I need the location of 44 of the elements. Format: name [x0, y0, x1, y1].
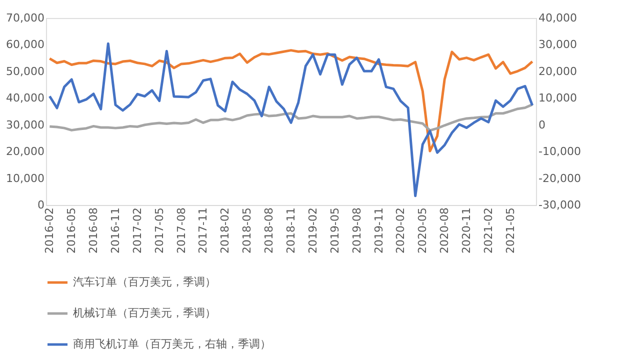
line-series [48, 49, 534, 152]
x-tick-label: 2019-08 [350, 208, 364, 254]
y2-tick-label: 0 [538, 118, 546, 132]
legend-label: 商用飞机订单（百万美元，右轴，季调） [73, 338, 271, 350]
y-tick-label: 0 [38, 198, 44, 212]
y2-tick-label: -20,000 [538, 172, 581, 185]
x-tick-label: 2016-02 [43, 208, 56, 254]
legend-label: 机械订单（百万美元，季调） [73, 306, 216, 320]
y-tick-label: 50,000 [6, 64, 44, 78]
x-tick-label: 2019-02 [306, 208, 320, 254]
y2-tick-label: 20,000 [538, 64, 577, 78]
x-tick-label: 2021-05 [504, 208, 517, 254]
y2-tick-label: -30,000 [538, 198, 581, 212]
x-tick-label: 2020-08 [438, 208, 452, 254]
x-tick-label: 2020-02 [394, 208, 408, 254]
y2-tick-label: 30,000 [538, 38, 577, 52]
y-tick-label: 10,000 [6, 172, 44, 185]
x-tick-label: 2018-08 [262, 208, 276, 254]
y2-tick-label: -10,000 [538, 145, 581, 158]
x-tick-label: 2016-08 [87, 208, 100, 254]
x-tick-label: 2016-05 [65, 208, 78, 254]
x-tick-label: 2017-05 [152, 208, 166, 254]
y2-tick-label: 10,000 [538, 92, 577, 105]
y-tick-label: 30,000 [6, 118, 44, 132]
x-tick-label: 2017-02 [130, 208, 144, 254]
x-tick-label: 2018-05 [240, 208, 254, 254]
legend-label: 汽车订单（百万美元，季调） [73, 276, 216, 288]
y2-tick-label: 40,000 [538, 12, 577, 24]
line-series [48, 42, 534, 198]
x-tick-label: 2020-11 [460, 208, 474, 254]
x-tick-label: 2019-05 [328, 208, 342, 254]
x-tick-label: 2019-11 [372, 208, 386, 254]
x-tick-label: 2018-02 [218, 208, 232, 254]
x-tick-label: 2021-02 [482, 208, 495, 254]
line-series [48, 103, 534, 132]
x-tick-label: 2018-11 [284, 208, 298, 254]
y-tick-label: 70,000 [6, 12, 44, 24]
x-tick-label: 2017-08 [174, 208, 188, 254]
y-tick-label: 20,000 [6, 145, 44, 158]
x-tick-label: 2016-11 [108, 208, 122, 254]
y-tick-label: 60,000 [6, 38, 44, 52]
x-tick-label: 2017-11 [196, 208, 210, 254]
x-tick-label: 2020-05 [416, 208, 430, 254]
y-tick-label: 40,000 [6, 92, 44, 105]
